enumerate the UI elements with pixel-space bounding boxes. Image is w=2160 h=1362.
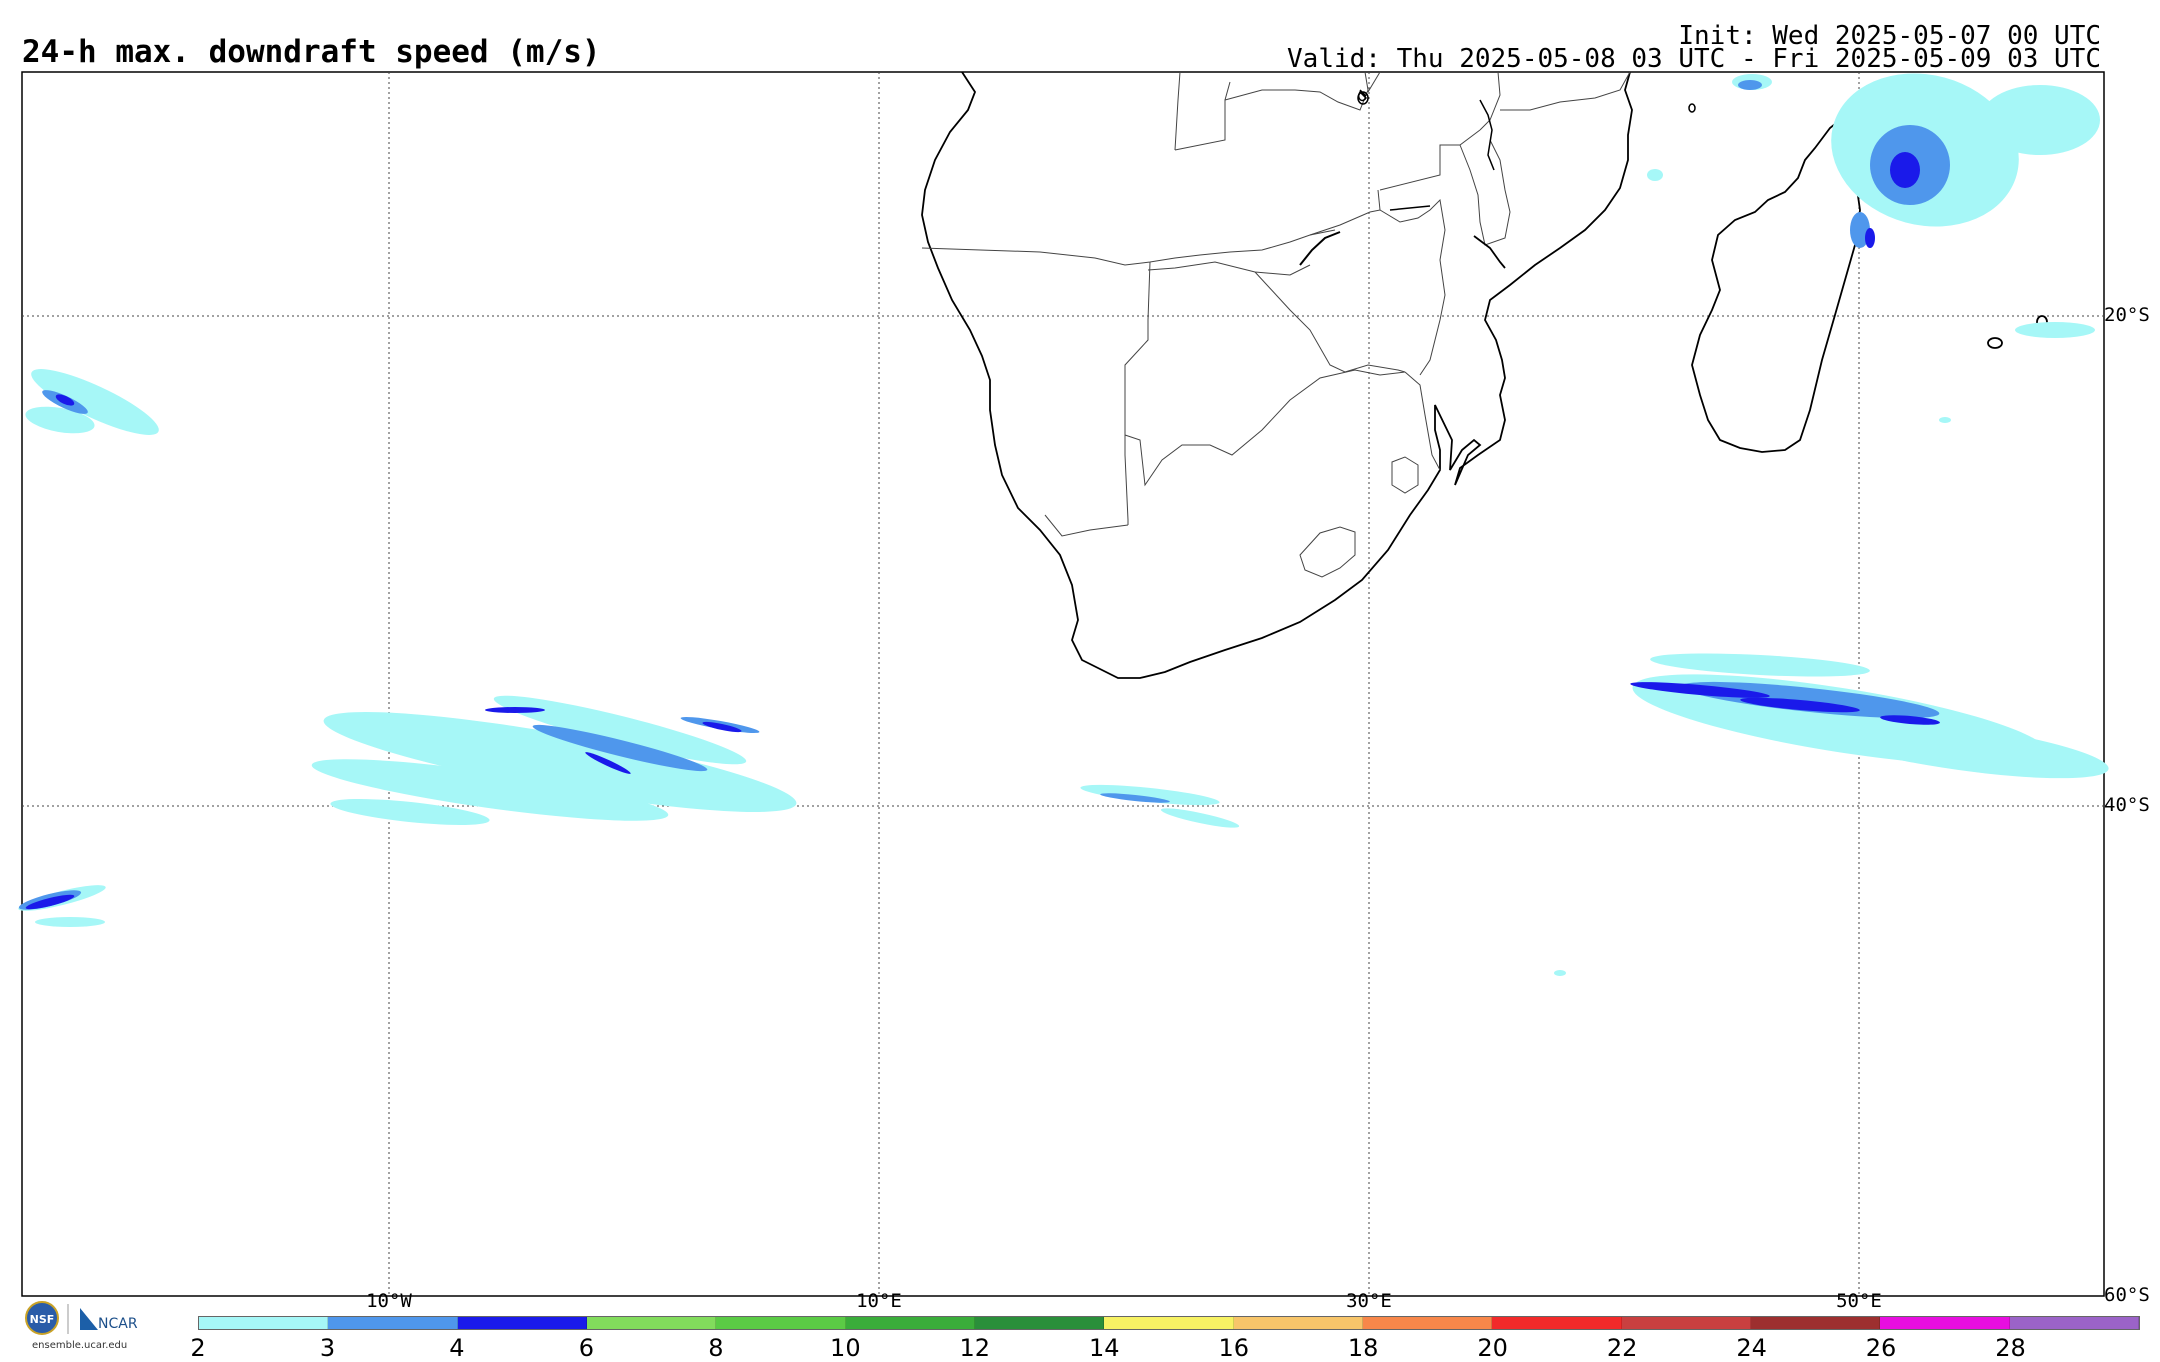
map-title: 24-h max. downdraft speed (m/s) [22,34,601,70]
colorbar-tick-label: 10 [830,1334,861,1362]
comoros-island [1688,103,1696,113]
colorbar-segment [586,1317,717,1329]
colorbar-segment [845,1317,975,1329]
init-time: Init: Wed 2025-05-07 00 UTC [1678,21,2101,51]
colorbar-segment [1233,1317,1363,1329]
colorbar-segment [199,1317,329,1329]
colorbar-segment [2009,1317,2139,1329]
lat-label-20s: 20°S [2104,304,2150,326]
colorbar-tick-label: 4 [449,1334,465,1362]
colorbar-segment [1750,1317,1881,1329]
logo-url: ensemble.ucar.edu [32,1340,128,1351]
colorbar-tick-label: 16 [1218,1334,1249,1362]
lon-label-10e: 10°E [856,1290,902,1312]
colorbar-tick-label: 18 [1347,1334,1379,1362]
colorbar-tick-label: 28 [1995,1334,2026,1362]
lat-label-60s: 60°S [2104,1284,2150,1306]
colorbar-tick-label: 2 [190,1334,206,1362]
colorbar-segment [716,1317,846,1329]
colorbar-segment [1104,1317,1234,1329]
nsf-logo-text: NSF [30,1313,55,1326]
colorbar-segment [1880,1317,2010,1329]
colorbar-tick-label: 20 [1477,1334,1508,1362]
colorbar-segment [1362,1317,1493,1329]
colorbar-tick-label: 26 [1865,1334,1897,1362]
colorbar-segment [1621,1317,1751,1329]
ncar-logo-text: NCAR [98,1316,138,1332]
lat-label-40s: 40°S [2104,794,2150,816]
colorbar-tick-label: 24 [1736,1334,1767,1362]
colorbar-tick-label: 22 [1606,1334,1638,1362]
lon-label-10w: 10°W [366,1290,412,1312]
colorbar-tick-label: 3 [319,1334,336,1362]
lon-label-30e: 30°E [1346,1290,1392,1312]
colorbar-tick-label: 8 [708,1334,724,1362]
madagascar-coastline [1691,118,1861,453]
lesotho-border [1299,526,1356,578]
nsf-logo [25,1301,59,1335]
lon-label-50e: 50°E [1836,1290,1882,1312]
eswatini-border [1391,456,1419,494]
colorbar-segment [974,1317,1105,1329]
reunion-island [1987,337,2003,349]
colorbar-segment [1492,1317,1622,1329]
colorbar-tick-label: 14 [1088,1334,1120,1362]
lake-kariba [1299,231,1341,266]
lake-kariba-2 [1389,205,1431,211]
lake-victoria-edge [1479,99,1495,171]
ncar-logo [80,1308,98,1330]
colorbar [198,1316,2140,1330]
field-4-6 [25,152,1940,910]
colorbar-tick-label: 12 [959,1334,991,1362]
colorbar-segment [328,1317,458,1329]
valid-time: Valid: Thu 2025-05-08 03 UTC - Fri 2025-… [1287,44,2101,74]
logos: NSF NCAR [25,1301,138,1335]
lake-island [1357,91,1369,105]
colorbar-segment [457,1317,587,1329]
downdraft-field [18,73,2109,976]
lake-malawi [1473,235,1506,269]
colorbar-tick-label: 6 [578,1334,595,1362]
graticule [22,72,2104,1296]
africa-coastline [921,71,1633,679]
